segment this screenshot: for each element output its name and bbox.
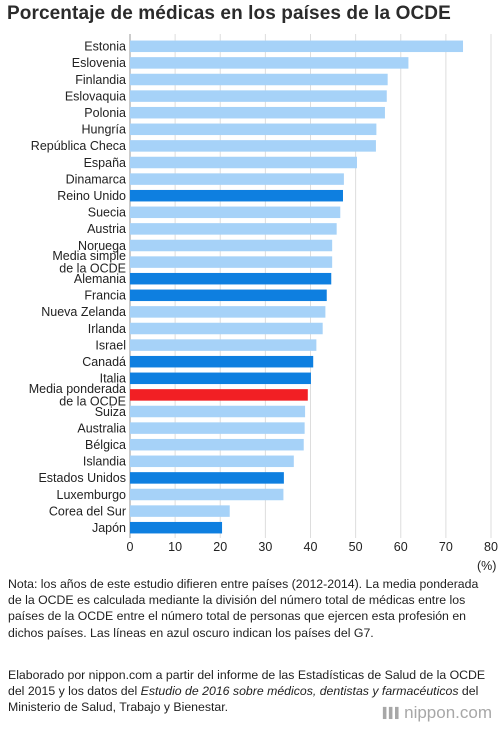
chart-note: Nota: los años de este estudio difieren … bbox=[8, 577, 479, 640]
category-label-21: Italia bbox=[100, 372, 126, 386]
category-label-26: Islandia bbox=[83, 455, 126, 469]
bar-2 bbox=[130, 57, 409, 69]
source-text-1: Elaborado por nippon.com a partir del in… bbox=[8, 668, 486, 699]
x-tick-label-40: 40 bbox=[304, 540, 318, 554]
bar-30 bbox=[130, 521, 223, 534]
bar-29 bbox=[130, 505, 230, 517]
bar-chart: Estonia Eslovenia Finlandia Eslovaquia Polon… bbox=[29, 34, 498, 554]
nippon-logo-text: nippon.com bbox=[404, 703, 492, 722]
bar-19 bbox=[130, 339, 317, 351]
bar-11 bbox=[130, 206, 341, 219]
bar-3 bbox=[130, 73, 388, 86]
source-publication-title: Estudio de 2016 sobre médicos, dentistas… bbox=[140, 684, 459, 699]
category-label-8: España bbox=[84, 156, 126, 170]
category-label-4: Eslovaquia bbox=[65, 89, 126, 103]
bar-9 bbox=[130, 173, 344, 185]
category-label-6: Hungría bbox=[82, 123, 127, 137]
bar-6 bbox=[130, 123, 377, 136]
bar-7 bbox=[130, 140, 376, 152]
nippon-logo: ▌▌▌ nippon.com bbox=[383, 703, 492, 723]
bar-5 bbox=[130, 106, 385, 119]
bar-26 bbox=[130, 455, 294, 468]
nippon-logo-icon: ▌▌▌ bbox=[382, 707, 402, 719]
category-label-13: Noruega bbox=[78, 239, 126, 253]
x-axis-unit-label: (%) bbox=[477, 559, 497, 573]
bar-25 bbox=[130, 438, 304, 451]
bar-1 bbox=[130, 40, 464, 53]
bars bbox=[130, 40, 464, 534]
bar-10 bbox=[130, 189, 343, 202]
category-label-2: Eslovenia bbox=[72, 56, 126, 70]
chart-title: Porcentaje de médicas en los países de l… bbox=[7, 3, 451, 24]
x-tick-label-60: 60 bbox=[394, 540, 408, 554]
bar-28 bbox=[130, 488, 284, 501]
bar-24 bbox=[130, 422, 305, 434]
x-tick-label-50: 50 bbox=[349, 540, 363, 554]
category-label-30: Japón bbox=[92, 521, 126, 535]
bar-16 bbox=[130, 289, 327, 302]
category-label-15: Alemania bbox=[74, 272, 126, 286]
source-text-2: del Ministerio de Salud, Trabajo y Biene… bbox=[8, 684, 479, 715]
category-label-14-line-1: Media simple bbox=[52, 249, 126, 263]
category-label-18: Irlanda bbox=[88, 322, 126, 336]
category-label-27: Estados Unidos bbox=[38, 471, 126, 485]
category-label-5: Polonia bbox=[84, 106, 126, 120]
category-label-19: Israel bbox=[95, 338, 126, 352]
x-tick-label-20: 20 bbox=[213, 540, 227, 554]
category-label-23: Suiza bbox=[95, 405, 126, 419]
x-tick-label-10: 10 bbox=[168, 540, 182, 554]
bar-17 bbox=[130, 306, 326, 318]
gridlines bbox=[129, 34, 492, 538]
category-label-20: Canadá bbox=[82, 355, 126, 369]
category-label-16: Francia bbox=[84, 289, 126, 303]
bar-13 bbox=[130, 239, 333, 252]
bar-27 bbox=[130, 472, 284, 484]
category-label-10: Reino Unido bbox=[57, 189, 126, 203]
bar-22 bbox=[130, 389, 308, 401]
category-label-7: República Checa bbox=[31, 139, 126, 153]
x-tick-label-30: 30 bbox=[258, 540, 272, 554]
category-label-22-line-2: de la OCDE bbox=[59, 395, 126, 409]
bar-23 bbox=[130, 405, 306, 418]
category-label-14-line-2: de la OCDE bbox=[59, 262, 126, 276]
category-label-12: Austria bbox=[87, 222, 126, 236]
bar-21 bbox=[130, 372, 311, 385]
category-labels: Estonia Eslovenia Finlandia Eslovaquia Polon… bbox=[29, 40, 126, 535]
category-label-17: Nueva Zelanda bbox=[41, 305, 126, 319]
category-label-9: Dinamarca bbox=[66, 172, 126, 186]
category-label-1: Estonia bbox=[84, 40, 126, 54]
x-tick-label-80: 80 bbox=[484, 540, 498, 554]
bar-18 bbox=[130, 322, 323, 335]
x-tick-label-70: 70 bbox=[439, 540, 453, 554]
category-label-25: Bélgica bbox=[85, 438, 126, 452]
bar-20 bbox=[130, 355, 314, 368]
bar-15 bbox=[130, 272, 332, 285]
x-tick-label-0: 0 bbox=[127, 540, 134, 554]
bar-14 bbox=[130, 256, 333, 268]
category-label-28: Luxemburgo bbox=[57, 488, 127, 502]
x-axis-ticks: 0 10 20 30 40 50 60 70 80 bbox=[127, 540, 498, 554]
category-label-22-line-1: Media ponderada bbox=[29, 382, 126, 396]
bar-12 bbox=[130, 223, 337, 235]
source-credit: Elaborado por nippon.com a partir del in… bbox=[8, 667, 494, 716]
category-label-29: Corea del Sur bbox=[49, 504, 126, 518]
category-label-24: Australia bbox=[77, 421, 126, 435]
bar-8 bbox=[130, 156, 357, 169]
category-label-11: Suecia bbox=[88, 206, 126, 220]
bar-4 bbox=[130, 90, 387, 102]
category-label-3: Finlandia bbox=[75, 73, 126, 87]
